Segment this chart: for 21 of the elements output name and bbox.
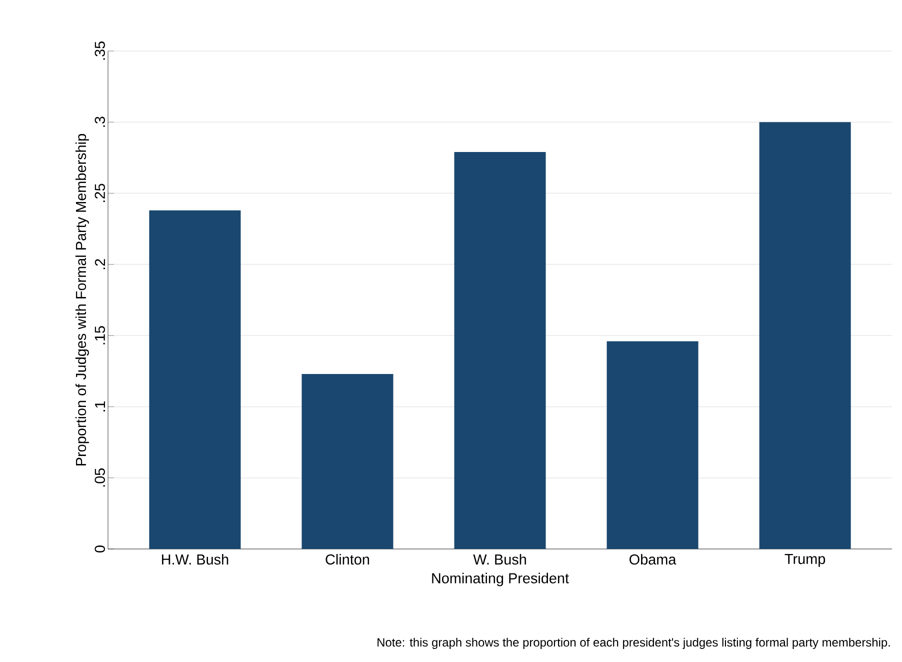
x-tick-label: H.W. Bush [162,554,228,565]
text: Note: this graph shows the proportion of each president's judges listing formal party membership. [378,638,890,649]
y-tick-label: .1 [95,401,105,412]
y-tick-label: .05 [94,468,105,487]
x-tick-label: Clinton [326,554,370,565]
bar [759,122,851,549]
y-tick-label: .2 [94,259,105,270]
y-tick-label: .35 [94,42,105,60]
x-axis-title: Nominating President [432,572,569,586]
y-axis-title: Proportion of Judges with Formal Party Membership [75,134,89,466]
bar [454,152,546,549]
y-tick-label: .15 [94,326,105,344]
bar [606,341,698,549]
x-tick-label: Obama [630,554,676,565]
y-tick-label: .25 [94,184,105,202]
y-tick-label: 0 [94,546,105,552]
y-tick-label: .3 [94,116,105,127]
bar [302,374,394,549]
x-tick-label: Trump [784,554,826,567]
x-tick-label: W. Bush [473,554,526,565]
bar [149,210,241,549]
